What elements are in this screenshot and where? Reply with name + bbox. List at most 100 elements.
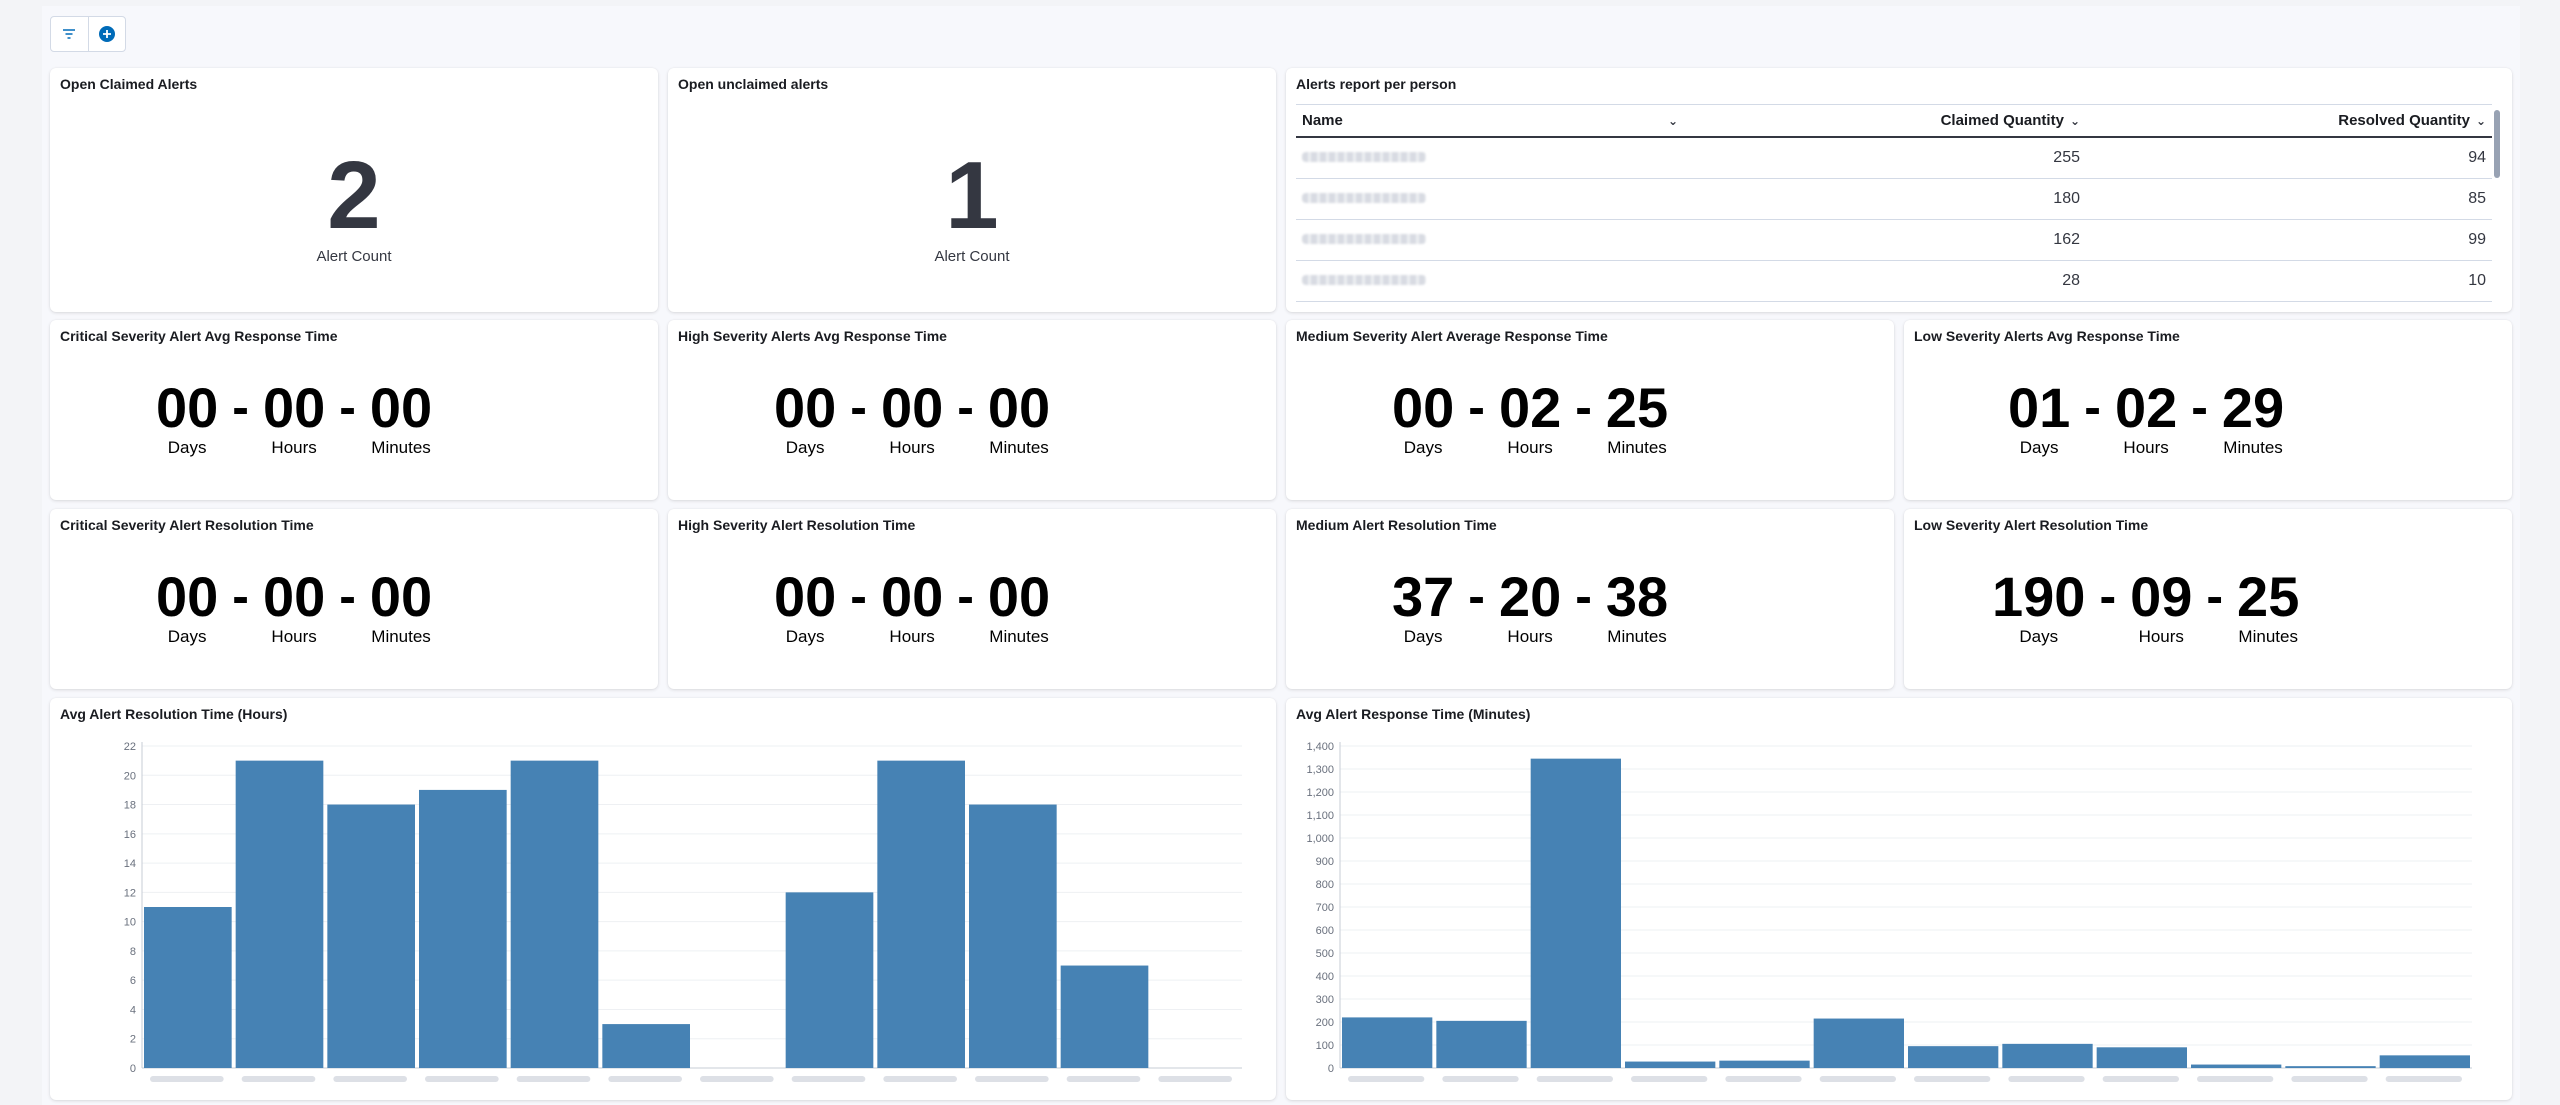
bar	[602, 1024, 690, 1068]
hours-label: Hours	[889, 438, 935, 457]
days-label: Days	[785, 627, 825, 646]
minutes-value: 29	[2221, 376, 2285, 439]
medium-resolution-time-panel: Medium Alert Resolution Time 37 Days - 20…	[1286, 509, 1894, 689]
duration-hours: 00 Hours	[881, 380, 943, 458]
redacted-x-tick-label	[1348, 1076, 1425, 1082]
minutes-label: Minutes	[1607, 627, 1667, 646]
days-value: 37	[1392, 565, 1455, 628]
hours-value: 09	[2130, 565, 2193, 628]
minutes-label: Minutes	[989, 438, 1049, 457]
y-tick-label: 4	[130, 1004, 136, 1016]
days-value: 00	[774, 376, 837, 439]
column-header-claimed[interactable]: Claimed Quantity ⌄	[1686, 112, 2088, 129]
duration-minutes: 00 Minutes	[988, 569, 1050, 647]
y-tick-label: 400	[1316, 971, 1334, 983]
y-tick-label: 0	[130, 1063, 136, 1075]
chevron-down-icon: ⌄	[2475, 113, 2486, 128]
hours-value: 00	[262, 376, 326, 439]
days-value: 00	[156, 565, 219, 628]
duration-separator: -	[1575, 568, 1592, 624]
redacted-x-tick-label	[975, 1076, 1049, 1082]
hours-label: Hours	[2138, 627, 2184, 646]
duration-separator: -	[232, 379, 249, 435]
y-tick-label: 800	[1316, 879, 1334, 891]
column-header-label: Claimed Quantity	[1940, 112, 2064, 129]
filter-button[interactable]	[51, 17, 88, 51]
hours-value: 00	[880, 376, 944, 439]
hours-value: 02	[1498, 376, 1562, 439]
duration-days: 37 Days	[1392, 569, 1454, 647]
low-resolution-time-panel: Low Severity Alert Resolution Time 190 Da…	[1904, 509, 2512, 689]
y-tick-label: 900	[1316, 856, 1334, 868]
redacted-name-cell	[1296, 190, 1686, 208]
duration-separator: -	[1468, 568, 1485, 624]
bar	[2191, 1064, 2282, 1068]
bar	[1625, 1061, 1716, 1068]
resolution-time-chart: 0 2 4 6 8 10 12 14 16 18 20 22	[124, 741, 1242, 1082]
resolved-cell: 94	[2468, 149, 2486, 166]
table-scrollbar[interactable]	[2494, 110, 2500, 178]
duration-separator: -	[2084, 379, 2101, 435]
duration-separator: -	[957, 568, 974, 624]
claimed-cell: 180	[2053, 190, 2080, 207]
duration-separator: -	[2191, 379, 2208, 435]
duration-days: 00 Days	[774, 380, 836, 458]
y-tick-label: 1,300	[1306, 764, 1334, 776]
bar	[877, 760, 965, 1068]
redacted-x-tick-label	[700, 1076, 774, 1082]
duration-separator: -	[339, 379, 356, 435]
minutes-value: 00	[987, 565, 1051, 628]
redacted-text	[1302, 234, 1426, 244]
duration-minutes: 00 Minutes	[370, 380, 432, 458]
y-tick-label: 200	[1316, 1017, 1334, 1029]
hours-value: 20	[1498, 565, 1562, 628]
y-tick-label: 16	[124, 829, 136, 841]
duration-hours: 00 Hours	[263, 569, 325, 647]
y-tick-label: 600	[1316, 925, 1334, 937]
y-tick-label: 1,200	[1306, 787, 1334, 799]
y-tick-label: 22	[124, 741, 136, 753]
bar	[1060, 965, 1149, 1068]
column-header-resolved[interactable]: Resolved Quantity ⌄	[2088, 112, 2492, 129]
panel-title: Medium Alert Resolution Time	[1296, 517, 1497, 533]
open-unclaimed-alerts-panel: Open unclaimed alerts 1 Alert Count	[668, 68, 1276, 312]
redacted-x-tick-label	[1066, 1076, 1141, 1082]
duration-display: 37 Days - 20 Hours - 38 Minutes	[1392, 569, 1668, 647]
low-response-time-panel: Low Severity Alerts Avg Response Time 01…	[1904, 320, 2512, 500]
y-tick-label: 20	[124, 770, 136, 782]
bar	[1719, 1060, 1810, 1068]
y-tick-label: 0	[1328, 1063, 1334, 1075]
add-panel-button[interactable]	[87, 17, 125, 51]
duration-display: 00 Days - 00 Hours - 00 Minutes	[774, 380, 1050, 458]
redacted-x-tick-label	[883, 1076, 957, 1082]
duration-hours: 02 Hours	[2115, 380, 2177, 458]
panel-title: Low Severity Alert Resolution Time	[1914, 517, 2149, 533]
duration-separator: -	[850, 379, 867, 435]
redacted-x-tick-label	[1631, 1076, 1708, 1082]
panel-title: Critical Severity Alert Resolution Time	[60, 517, 314, 533]
duration-display: 00 Days - 00 Hours - 00 Minutes	[774, 569, 1050, 647]
bar	[1908, 1046, 1999, 1068]
duration-display: 01 Days - 02 Hours - 29 Minutes	[2008, 380, 2284, 458]
duration-separator: -	[232, 568, 249, 624]
hours-value: 02	[2114, 376, 2178, 439]
metric-value: 1	[945, 142, 999, 249]
column-header-name[interactable]: Name ⌄	[1296, 112, 1686, 129]
minutes-label: Minutes	[989, 627, 1049, 646]
panel-title: Low Severity Alerts Avg Response Time	[1914, 328, 2180, 344]
minutes-label: Minutes	[2223, 438, 2283, 457]
panel-title: High Severity Alerts Avg Response Time	[678, 328, 947, 344]
resolved-cell: 10	[2468, 272, 2486, 289]
days-label: Days	[785, 438, 825, 457]
chevron-down-icon[interactable]: ⌄	[1667, 113, 1678, 128]
avg-resolution-chart-panel: Avg Alert Resolution Time (Hours) 0 2 4 6 8 1…	[50, 698, 1276, 1100]
bar	[2002, 1043, 2093, 1068]
duration-separator: -	[957, 379, 974, 435]
bar	[1436, 1020, 1527, 1068]
claimed-cell: 28	[2062, 272, 2080, 289]
redacted-x-tick-label	[2197, 1076, 2274, 1082]
duration-separator: -	[850, 568, 867, 624]
metric-value: 2	[327, 142, 381, 249]
y-tick-label: 2	[130, 1034, 136, 1046]
duration-minutes: 25 Minutes	[2237, 569, 2299, 647]
